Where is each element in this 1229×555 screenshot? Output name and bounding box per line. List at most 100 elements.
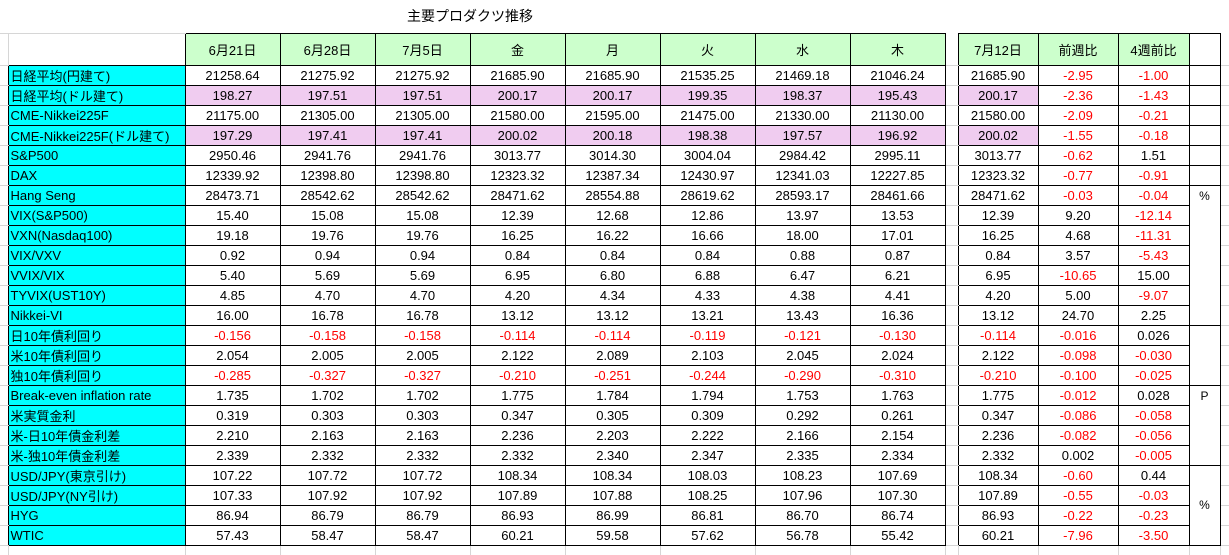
value-cell[interactable]: 28471.62: [957, 184, 1039, 206]
value-cell[interactable]: 4.70: [374, 284, 471, 306]
four-week-change-cell[interactable]: 0.44: [1117, 464, 1190, 486]
value-cell[interactable]: 2.005: [374, 344, 471, 366]
value-cell[interactable]: 2.210: [184, 424, 281, 446]
row-label[interactable]: 米実質金利: [7, 404, 186, 426]
value-cell[interactable]: 12227.85: [849, 164, 946, 186]
value-cell[interactable]: 28619.62: [659, 184, 756, 206]
value-cell[interactable]: 0.84: [469, 244, 566, 266]
value-cell[interactable]: 4.41: [849, 284, 946, 306]
value-cell[interactable]: 15.08: [279, 204, 376, 226]
four-week-change-cell[interactable]: -9.07: [1117, 284, 1190, 306]
value-cell[interactable]: 12.86: [659, 204, 756, 226]
column-header-4week-change[interactable]: 4週前比: [1117, 32, 1190, 66]
row-label[interactable]: 米-独10年債金利差: [7, 444, 186, 466]
value-cell[interactable]: 107.30: [849, 484, 946, 506]
value-cell[interactable]: 28473.71: [184, 184, 281, 206]
value-cell[interactable]: -0.285: [184, 364, 281, 386]
value-cell[interactable]: 4.34: [564, 284, 661, 306]
value-cell[interactable]: 3013.77: [469, 144, 566, 166]
value-cell[interactable]: 4.20: [957, 284, 1039, 306]
value-cell[interactable]: 21330.00: [754, 104, 851, 126]
row-label[interactable]: S&P500: [7, 144, 186, 166]
value-cell[interactable]: 200.18: [564, 124, 661, 146]
value-cell[interactable]: 2.335: [754, 444, 851, 466]
value-cell[interactable]: 19.76: [374, 224, 471, 246]
value-cell[interactable]: 0.92: [184, 244, 281, 266]
value-cell[interactable]: 28542.62: [374, 184, 471, 206]
row-label[interactable]: VXN(Nasdaq100): [7, 224, 186, 246]
value-cell[interactable]: 200.17: [957, 84, 1039, 106]
value-cell[interactable]: 197.41: [279, 124, 376, 146]
value-cell[interactable]: 2.103: [659, 344, 756, 366]
value-cell[interactable]: 0.94: [374, 244, 471, 266]
value-cell[interactable]: 86.93: [469, 504, 566, 526]
value-cell[interactable]: 86.94: [184, 504, 281, 526]
value-cell[interactable]: 2.203: [564, 424, 661, 446]
value-cell[interactable]: 57.43: [184, 524, 281, 546]
value-cell[interactable]: 5.69: [374, 264, 471, 286]
value-cell[interactable]: 108.34: [564, 464, 661, 486]
four-week-change-cell[interactable]: -1.43: [1117, 84, 1190, 106]
value-cell[interactable]: 0.84: [957, 244, 1039, 266]
value-cell[interactable]: 16.25: [469, 224, 566, 246]
week-change-cell[interactable]: 3.57: [1037, 244, 1119, 266]
week-change-cell[interactable]: -0.62: [1037, 144, 1119, 166]
value-cell[interactable]: 195.43: [849, 84, 946, 106]
row-label[interactable]: TYVIX(UST10Y): [7, 284, 186, 306]
value-cell[interactable]: 13.43: [754, 304, 851, 326]
week-change-cell[interactable]: -0.100: [1037, 364, 1119, 386]
week-change-cell[interactable]: 0.002: [1037, 444, 1119, 466]
value-cell[interactable]: 60.21: [957, 524, 1039, 546]
value-cell[interactable]: -0.130: [849, 324, 946, 346]
value-cell[interactable]: 28593.17: [754, 184, 851, 206]
value-cell[interactable]: -0.114: [564, 324, 661, 346]
value-cell[interactable]: 2.005: [279, 344, 376, 366]
value-cell[interactable]: 86.79: [279, 504, 376, 526]
value-cell[interactable]: 16.36: [849, 304, 946, 326]
value-cell[interactable]: -0.327: [374, 364, 471, 386]
value-cell[interactable]: 2995.11: [849, 144, 946, 166]
value-cell[interactable]: 0.87: [849, 244, 946, 266]
value-cell[interactable]: 107.72: [374, 464, 471, 486]
value-cell[interactable]: -0.119: [659, 324, 756, 346]
value-cell[interactable]: 13.12: [564, 304, 661, 326]
value-cell[interactable]: 2.054: [184, 344, 281, 366]
week-change-cell[interactable]: -1.55: [1037, 124, 1119, 146]
value-cell[interactable]: 2.236: [469, 424, 566, 446]
value-cell[interactable]: 57.62: [659, 524, 756, 546]
row-label[interactable]: Nikkei-VI: [7, 304, 186, 326]
value-cell[interactable]: 56.78: [754, 524, 851, 546]
value-cell[interactable]: 108.03: [659, 464, 756, 486]
value-cell[interactable]: 13.12: [957, 304, 1039, 326]
value-cell[interactable]: 12341.03: [754, 164, 851, 186]
value-cell[interactable]: 21580.00: [469, 104, 566, 126]
value-cell[interactable]: 21305.00: [374, 104, 471, 126]
value-cell[interactable]: 21305.00: [279, 104, 376, 126]
value-cell[interactable]: 16.66: [659, 224, 756, 246]
four-week-change-cell[interactable]: 2.25: [1117, 304, 1190, 326]
value-cell[interactable]: 1.702: [374, 384, 471, 406]
value-cell[interactable]: 1.735: [184, 384, 281, 406]
column-header-date[interactable]: 7月12日: [957, 32, 1039, 66]
row-label[interactable]: 独10年債利回り: [7, 364, 186, 386]
week-change-cell[interactable]: -2.95: [1037, 64, 1119, 86]
value-cell[interactable]: 21595.00: [564, 104, 661, 126]
value-cell[interactable]: 198.37: [754, 84, 851, 106]
value-cell[interactable]: 21535.25: [659, 64, 756, 86]
value-cell[interactable]: 198.27: [184, 84, 281, 106]
value-cell[interactable]: 0.84: [659, 244, 756, 266]
four-week-change-cell[interactable]: -0.18: [1117, 124, 1190, 146]
value-cell[interactable]: 6.21: [849, 264, 946, 286]
value-cell[interactable]: 3004.04: [659, 144, 756, 166]
value-cell[interactable]: 2.332: [957, 444, 1039, 466]
value-cell[interactable]: 0.303: [279, 404, 376, 426]
value-cell[interactable]: 2.334: [849, 444, 946, 466]
value-cell[interactable]: 1.763: [849, 384, 946, 406]
row-label[interactable]: USD/JPY(NY引け): [7, 484, 186, 506]
value-cell[interactable]: 21580.00: [957, 104, 1039, 126]
row-label[interactable]: CME-Nikkei225F: [7, 104, 186, 126]
week-change-cell[interactable]: 4.68: [1037, 224, 1119, 246]
week-change-cell[interactable]: -0.082: [1037, 424, 1119, 446]
value-cell[interactable]: -0.114: [469, 324, 566, 346]
four-week-change-cell[interactable]: 1.51: [1117, 144, 1190, 166]
